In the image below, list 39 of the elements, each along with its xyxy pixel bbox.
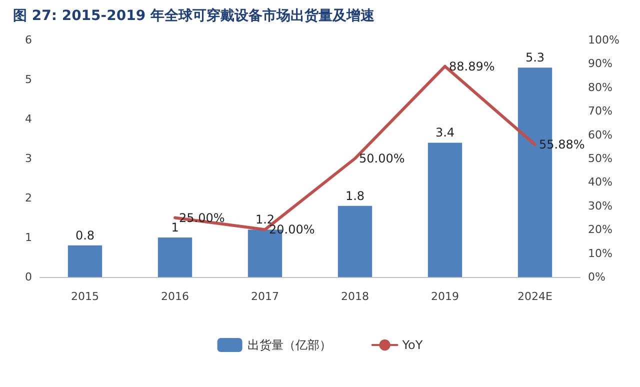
x-tick-label: 2018 [341, 290, 369, 303]
legend-label: YoY [401, 338, 424, 352]
bar [428, 142, 462, 277]
data-label: 1 [171, 220, 179, 234]
y-tick-label: 3 [25, 152, 32, 165]
bar [158, 238, 192, 277]
y-tick-label: 5 [25, 73, 32, 86]
data-label: 20.00% [269, 222, 315, 237]
y2-tick-label: 80% [588, 80, 612, 94]
x-tick-label: 2015 [71, 290, 99, 303]
data-label: 5.3 [525, 50, 545, 65]
y2-tick-label: 100% [588, 34, 620, 46]
data-label: 88.89% [449, 59, 495, 74]
data-label: 3.4 [435, 126, 455, 140]
y-tick-label: 1 [25, 231, 32, 244]
bar [338, 206, 372, 277]
y-tick-label: 6 [25, 34, 32, 46]
bar [68, 245, 102, 277]
x-tick-label: 2019 [431, 290, 459, 303]
y2-tick-label: 20% [588, 223, 612, 236]
data-label: 50.00% [359, 152, 405, 166]
y2-tick-label: 10% [588, 246, 612, 260]
y-tick-label: 4 [25, 112, 32, 126]
y2-tick-label: 90% [588, 57, 612, 70]
data-label: 0.8 [75, 228, 95, 242]
y2-tick-label: 60% [588, 128, 612, 142]
data-label: 1.8 [345, 188, 365, 203]
x-tick-label: 2017 [251, 290, 279, 303]
y2-tick-label: 70% [588, 104, 612, 118]
legend-label: 出货量（亿部） [247, 338, 332, 352]
y2-tick-label: 40% [588, 176, 612, 189]
chart-title: 图 27: 2015-2019 年全球可穿戴设备市场出货量及增速 [13, 7, 376, 24]
y2-tick-label: 50% [588, 152, 612, 165]
x-tick-label: 2016 [161, 290, 189, 303]
y2-tick-label: 30% [588, 199, 612, 212]
y-tick-label: 2 [25, 192, 32, 204]
y2-tick-label: 0% [588, 270, 606, 284]
y-tick-label: 0 [25, 270, 32, 284]
x-tick-label: 2024E [518, 290, 553, 303]
